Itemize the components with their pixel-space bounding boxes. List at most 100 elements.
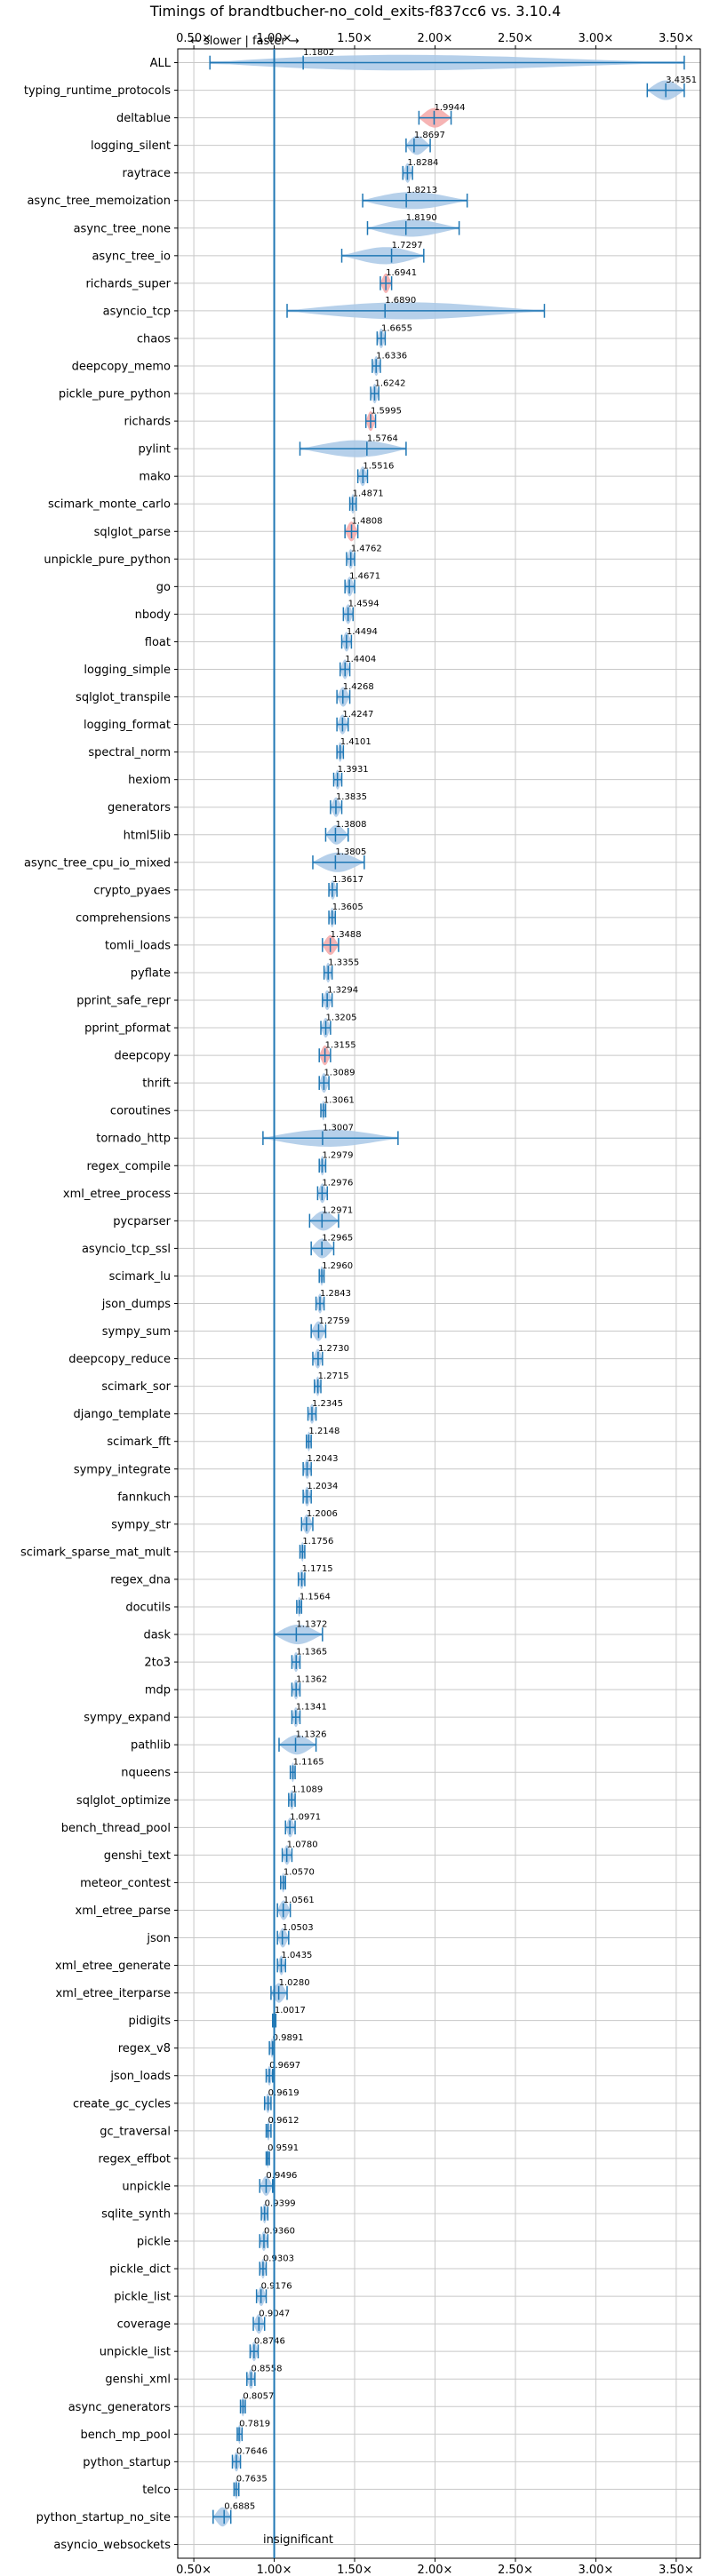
benchmark-value-label: 1.3355 — [328, 958, 359, 967]
benchmark-label: django_template — [74, 1408, 171, 1421]
x-tick-label-top: 0.50× — [176, 32, 212, 45]
x-tick-label-top: 3.00× — [578, 32, 613, 45]
benchmark-label: html5lib — [124, 829, 171, 842]
x-tick-label-top: 1.50× — [337, 32, 372, 45]
benchmark-label: deltablue — [116, 112, 171, 125]
benchmark-label: bench_mp_pool — [80, 2429, 171, 2442]
benchmark-value-label: 1.8697 — [414, 131, 445, 140]
benchmark-label: asyncio_tcp_ssl — [82, 1243, 171, 1256]
benchmark-label: pycparser — [113, 1215, 171, 1228]
benchmark-label: sqlglot_optimize — [76, 1794, 171, 1808]
benchmark-label: xml_etree_parse — [76, 1904, 171, 1918]
axis-layer: 0.50× 0.50× 1.00× 1.00× 1.50× 1.50× 2.00× 2.00×… — [174, 32, 701, 2576]
benchmark-value-label: 1.2006 — [307, 1509, 338, 1519]
benchmark-value-label: 0.9360 — [264, 2226, 295, 2236]
benchmark-label: async_tree_io — [92, 250, 171, 263]
benchmark-value-label: 1.0017 — [275, 2006, 306, 2015]
insignificant-note: insignificant — [263, 2533, 333, 2547]
benchmark-label: python_startup — [83, 2456, 171, 2469]
benchmark-label: pathlib — [131, 1739, 171, 1753]
benchmark-label: sympy_integrate — [74, 1463, 171, 1476]
benchmark-value-label: 0.7635 — [236, 2475, 268, 2485]
benchmark-label: genshi_xml — [105, 2373, 171, 2387]
marks-layer — [209, 55, 685, 2524]
benchmark-value-label: 1.0561 — [284, 1896, 315, 1905]
benchmark-value-label: 0.9399 — [265, 2198, 296, 2208]
benchmark-label: unpickle — [122, 2180, 171, 2193]
benchmark-value-label: 1.0780 — [287, 1841, 318, 1850]
benchmark-value-label: 0.8057 — [243, 2392, 274, 2402]
benchmark-value-label: 1.2148 — [308, 1427, 340, 1436]
benchmark-label: async_tree_memoization — [27, 195, 171, 208]
benchmark-value-label: 1.1802 — [303, 48, 334, 58]
benchmark-value-label: 3.4351 — [666, 76, 697, 85]
benchmark-label: sqlglot_transpile — [76, 691, 171, 704]
x-tick-label-bottom: 3.00× — [578, 2564, 613, 2576]
benchmark-value-label: 0.9619 — [268, 2088, 300, 2098]
benchmark-value-label: 1.0435 — [281, 1951, 312, 1960]
benchmark-value-label: 1.7297 — [392, 241, 423, 250]
benchmark-value-label: 1.3294 — [327, 985, 358, 995]
benchmark-value-label: 1.2979 — [322, 1151, 353, 1161]
benchmark-value-label: 1.2730 — [318, 1344, 349, 1354]
benchmark-value-label: 0.9697 — [269, 2061, 300, 2071]
benchmark-value-label: 1.2960 — [322, 1261, 353, 1271]
benchmark-label: async_tree_none — [74, 222, 171, 235]
benchmark-value-label: 1.1326 — [296, 1730, 327, 1740]
x-tick-label-top: 2.50× — [498, 32, 533, 45]
benchmark-value-label: 1.8284 — [407, 158, 438, 168]
benchmark-value-label: 1.5764 — [367, 433, 398, 443]
benchmark-value-label: 1.2965 — [322, 1234, 353, 1244]
benchmark-label: pylint — [138, 443, 171, 457]
benchmark-label: pprint_safe_repr — [76, 995, 171, 1008]
benchmark-label: xml_etree_process — [63, 1188, 171, 1201]
benchmark-label: sqlite_synth — [101, 2207, 171, 2221]
benchmark-label: richards_super — [85, 277, 171, 290]
benchmark-value-label: 1.4808 — [352, 517, 383, 527]
benchmark-value-label: 0.7819 — [239, 2420, 270, 2429]
benchmark-value-label: 1.5995 — [371, 406, 402, 416]
benchmark-label: logging_format — [84, 719, 171, 732]
benchmark-value-label: 1.1564 — [300, 1592, 331, 1602]
benchmark-label: tornado_http — [96, 1133, 171, 1146]
benchmark-value-label: 1.1715 — [302, 1564, 333, 1574]
benchmark-label: pidigits — [129, 2015, 172, 2028]
x-tick-label-bottom: 2.50× — [498, 2564, 533, 2576]
benchmark-label: crypto_pyaes — [93, 884, 171, 897]
benchmark-label: fannkuch — [117, 1491, 171, 1504]
benchmark-value-label: 1.3488 — [331, 930, 362, 940]
benchmark-label: mako — [139, 471, 171, 484]
benchmark-value-label: 1.9944 — [434, 103, 465, 113]
benchmark-label: xml_etree_iterparse — [55, 1987, 171, 2000]
benchmark-value-label: 0.6885 — [224, 2502, 255, 2512]
benchmark-value-label: 1.2759 — [318, 1316, 349, 1326]
benchmark-label: json_loads — [109, 2070, 171, 2083]
benchmark-value-label: 1.6242 — [374, 378, 405, 388]
benchmark-value-label: 1.1089 — [292, 1785, 323, 1795]
benchmark-value-label: 1.2345 — [312, 1399, 343, 1409]
benchmark-label: thrift — [142, 1077, 171, 1091]
benchmark-label: pickle — [137, 2235, 171, 2248]
benchmark-label: chaos — [137, 332, 171, 346]
benchmark-label: pickle_pure_python — [59, 388, 171, 402]
benchmark-value-label: 1.4671 — [349, 572, 380, 582]
benchmark-value-label: 1.3007 — [323, 1124, 354, 1133]
benchmark-label: regex_effbot — [98, 2152, 171, 2166]
benchmark-value-label: 0.8558 — [251, 2365, 282, 2374]
benchmark-value-label: 1.2043 — [308, 1454, 339, 1464]
benchmark-value-label: 1.3808 — [335, 820, 366, 830]
x-tick-label-top: 2.00× — [418, 32, 453, 45]
benchmark-label: ALL — [150, 57, 172, 70]
benchmark-label: sympy_str — [111, 1518, 171, 1531]
benchmark-value-label: 1.3605 — [332, 902, 363, 912]
benchmark-value-label: 1.3931 — [338, 765, 369, 775]
benchmark-label: scimark_monte_carlo — [48, 498, 171, 512]
benchmark-label: create_gc_cycles — [73, 2097, 171, 2111]
benchmark-value-label: 1.0570 — [284, 1868, 315, 1878]
benchmark-label: regex_v8 — [118, 2042, 171, 2055]
benchmark-value-label: 1.0503 — [283, 1923, 314, 1933]
benchmark-value-label: 1.6655 — [381, 323, 412, 333]
benchmark-label: asyncio_tcp — [103, 305, 171, 318]
